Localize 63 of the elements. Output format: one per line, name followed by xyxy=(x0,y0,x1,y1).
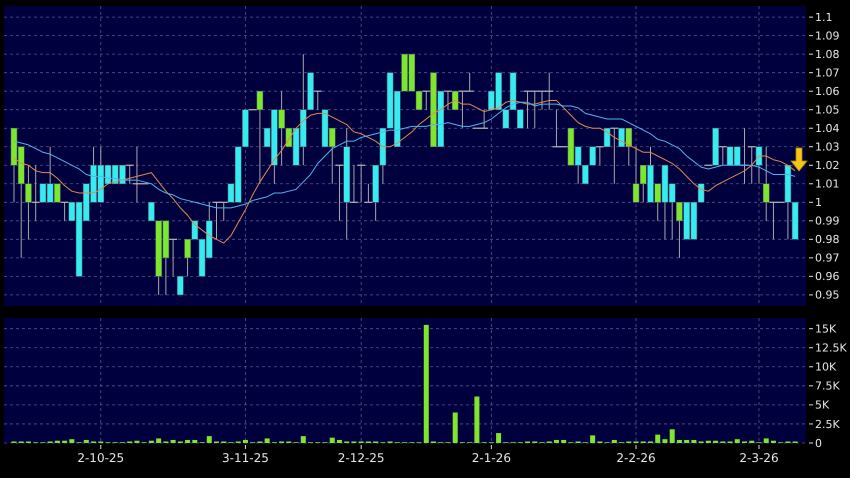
bar xyxy=(170,440,176,443)
y-tick-label: 12.5K xyxy=(815,342,848,355)
y-tick-label: 0.99 xyxy=(815,214,840,228)
bar xyxy=(554,440,559,443)
bar xyxy=(662,439,668,443)
y-tick-label: 1.05 xyxy=(815,104,840,117)
x-tick-label: 3-11-25 xyxy=(222,451,269,465)
bar xyxy=(474,396,480,443)
y-tick-label: 10K xyxy=(815,360,837,374)
y-tick-label: 1.08 xyxy=(815,48,840,61)
bar xyxy=(590,435,596,443)
y-tick-label: 1.03 xyxy=(815,140,840,154)
y-tick-label: 15K xyxy=(815,322,837,336)
candlestick xyxy=(256,90,264,184)
bar xyxy=(264,438,270,443)
bar xyxy=(424,324,429,443)
y-tick-label: 1.02 xyxy=(815,159,840,172)
y-tick-label: 1.07 xyxy=(815,66,840,80)
candlestick xyxy=(756,146,762,184)
bar xyxy=(612,440,617,443)
x-tick-label: 2-12-25 xyxy=(338,451,385,465)
bar xyxy=(676,440,682,443)
bar xyxy=(655,434,660,443)
y-tick-label: 0.98 xyxy=(815,233,840,246)
bar xyxy=(496,433,502,443)
bar xyxy=(185,440,190,443)
candlestick xyxy=(177,276,184,296)
bar xyxy=(69,439,74,443)
bar xyxy=(156,438,162,443)
y-tick-label: 1.1 xyxy=(815,10,832,24)
y-tick-label: 5K xyxy=(815,398,830,412)
y-tick-label: 7.5K xyxy=(815,380,840,393)
y-tick-label: 2.5K xyxy=(815,418,840,431)
bar xyxy=(206,436,212,443)
x-tick-label: 2-1-26 xyxy=(472,451,511,465)
bar xyxy=(242,440,248,443)
candlestick xyxy=(604,128,610,147)
bar xyxy=(561,440,566,443)
y-tick-label: 1.06 xyxy=(815,85,840,98)
y-tick-label: 0.96 xyxy=(815,270,840,284)
x-tick-label: 2-2-26 xyxy=(616,451,656,465)
bar xyxy=(691,440,696,443)
bar xyxy=(84,440,89,443)
bar xyxy=(670,429,675,443)
candlestick xyxy=(452,90,458,110)
y-tick-label: 1.04 xyxy=(815,122,840,136)
bar xyxy=(330,438,335,443)
candlestick xyxy=(762,146,770,222)
y-tick-label: 1.09 xyxy=(815,29,840,42)
x-tick-label: 2-3-26 xyxy=(739,451,779,465)
bar xyxy=(764,438,769,443)
bar xyxy=(300,436,306,443)
bar xyxy=(452,412,458,443)
bar xyxy=(192,440,198,443)
bar xyxy=(336,440,342,443)
y-tick-label: 0.95 xyxy=(815,288,840,302)
y-tick-label: 1 xyxy=(815,196,822,210)
y-tick-label: 0 xyxy=(815,436,822,450)
bar xyxy=(734,439,740,443)
y-tick-label: 1.01 xyxy=(815,178,840,191)
y-tick-label: 0.97 xyxy=(815,252,840,265)
x-tick-label: 2-10-25 xyxy=(77,451,124,465)
bar xyxy=(684,440,690,443)
